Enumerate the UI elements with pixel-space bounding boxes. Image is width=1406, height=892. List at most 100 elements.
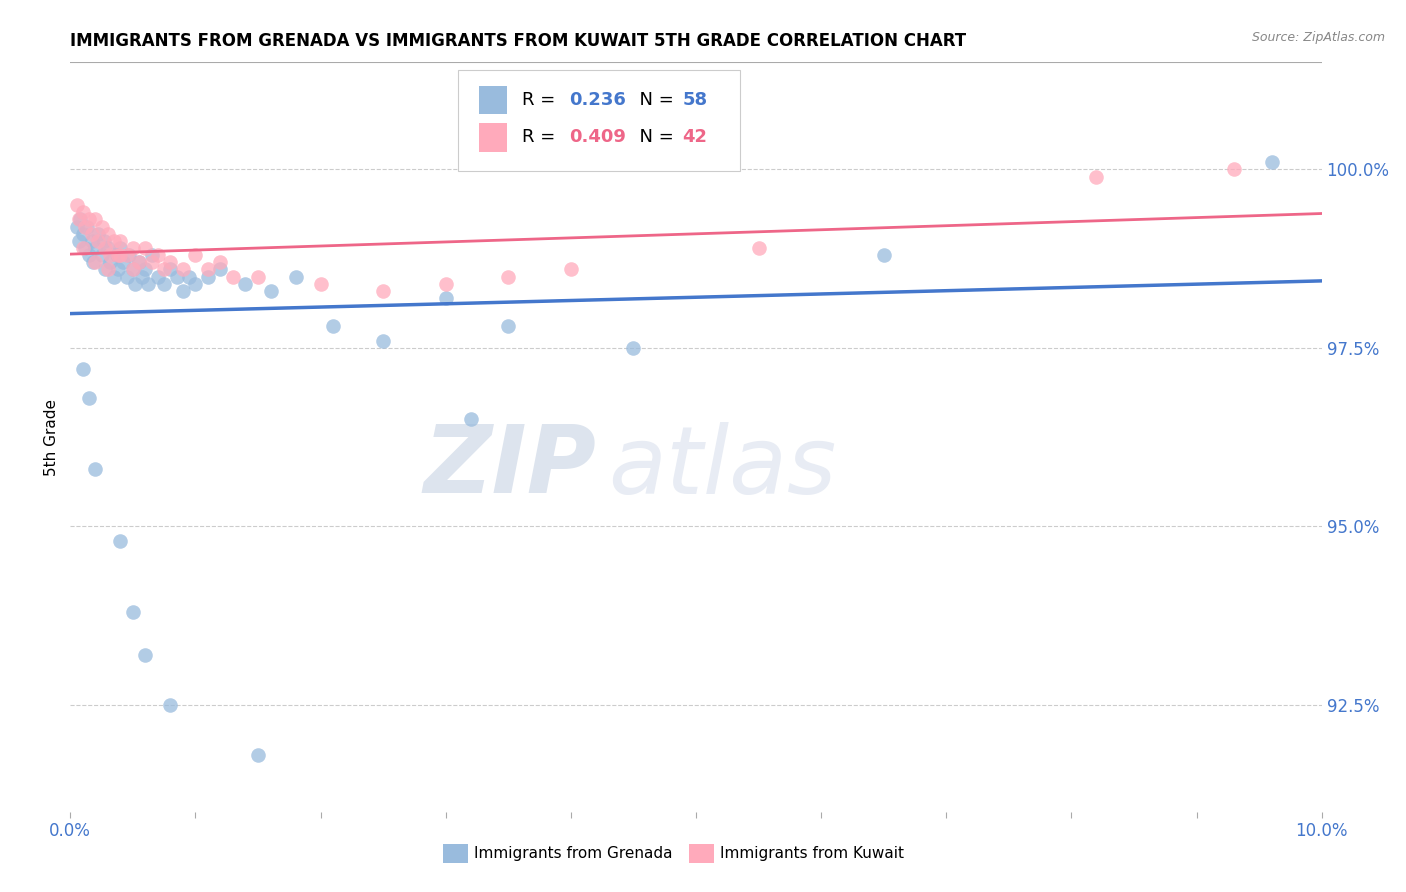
Point <box>131 269 153 284</box>
Point <box>1223 162 1246 177</box>
Point <box>209 255 232 269</box>
Point <box>87 234 110 248</box>
Point <box>75 241 97 255</box>
Point <box>159 255 181 269</box>
Text: Immigrants from Kuwait: Immigrants from Kuwait <box>720 847 904 861</box>
Text: ZIP: ZIP <box>423 421 596 513</box>
Point <box>209 262 232 277</box>
Point <box>67 234 90 248</box>
Point <box>141 248 163 262</box>
Point <box>235 277 257 291</box>
Point <box>121 262 145 277</box>
Point <box>247 747 270 762</box>
Text: N =: N = <box>628 91 681 109</box>
Point <box>110 241 132 255</box>
Point <box>72 205 94 219</box>
Point <box>146 269 169 284</box>
Point <box>90 219 112 234</box>
Point <box>69 212 91 227</box>
Point <box>84 462 107 476</box>
Point <box>153 262 176 277</box>
Point <box>872 248 894 262</box>
Point <box>121 262 145 277</box>
Point <box>184 248 207 262</box>
Point <box>111 255 134 269</box>
Point <box>560 262 582 277</box>
Point <box>121 241 145 255</box>
Text: Immigrants from Grenada: Immigrants from Grenada <box>474 847 672 861</box>
Point <box>82 255 104 269</box>
Point <box>107 248 129 262</box>
Point <box>80 234 103 248</box>
Point <box>121 605 145 619</box>
Point <box>434 277 457 291</box>
Point <box>284 269 307 284</box>
Point <box>65 219 87 234</box>
Point <box>75 219 97 234</box>
Point <box>128 255 150 269</box>
Point <box>222 269 245 284</box>
Point <box>141 255 163 269</box>
Point <box>134 241 156 255</box>
Point <box>97 241 120 255</box>
Point <box>259 284 281 298</box>
Point <box>84 241 107 255</box>
Point <box>371 284 394 298</box>
Point <box>110 234 132 248</box>
Point <box>1260 155 1282 169</box>
FancyBboxPatch shape <box>458 70 740 171</box>
Point <box>77 248 100 262</box>
Point <box>103 269 125 284</box>
Point <box>434 291 457 305</box>
Text: 0.236: 0.236 <box>569 91 627 109</box>
Point <box>115 269 138 284</box>
Point <box>146 248 169 262</box>
Point <box>94 241 117 255</box>
Point <box>72 241 94 255</box>
Point <box>110 248 132 262</box>
Point <box>80 227 103 241</box>
Point <box>98 255 121 269</box>
Point <box>84 212 107 227</box>
Text: R =: R = <box>522 128 561 146</box>
Point <box>197 262 219 277</box>
Point <box>184 277 207 291</box>
Point <box>498 319 520 334</box>
Text: 42: 42 <box>682 128 707 146</box>
Point <box>77 391 100 405</box>
Point <box>621 341 644 355</box>
Point <box>166 269 188 284</box>
Text: IMMIGRANTS FROM GRENADA VS IMMIGRANTS FROM KUWAIT 5TH GRADE CORRELATION CHART: IMMIGRANTS FROM GRENADA VS IMMIGRANTS FR… <box>70 32 966 50</box>
Text: R =: R = <box>522 91 561 109</box>
Point <box>94 262 117 277</box>
Point <box>77 212 100 227</box>
Point <box>98 248 121 262</box>
Point <box>90 248 112 262</box>
Text: 58: 58 <box>682 91 707 109</box>
Point <box>97 227 120 241</box>
Point <box>103 234 125 248</box>
Point <box>748 241 770 255</box>
Point <box>498 269 520 284</box>
Text: N =: N = <box>628 128 681 146</box>
Point <box>107 262 129 277</box>
Point <box>124 277 146 291</box>
Bar <box>479 123 508 152</box>
Point <box>159 262 181 277</box>
Point <box>134 262 156 277</box>
Point <box>93 234 115 248</box>
Point <box>65 198 87 212</box>
Point <box>197 269 219 284</box>
Point <box>105 248 128 262</box>
Point <box>136 277 159 291</box>
Point <box>97 262 120 277</box>
Point <box>67 212 90 227</box>
Point <box>72 362 94 376</box>
Point <box>460 412 482 426</box>
Point <box>153 277 176 291</box>
Text: Source: ZipAtlas.com: Source: ZipAtlas.com <box>1251 31 1385 45</box>
Point <box>1085 169 1108 184</box>
Point <box>128 255 150 269</box>
Text: 0.409: 0.409 <box>569 128 627 146</box>
Point <box>309 277 332 291</box>
